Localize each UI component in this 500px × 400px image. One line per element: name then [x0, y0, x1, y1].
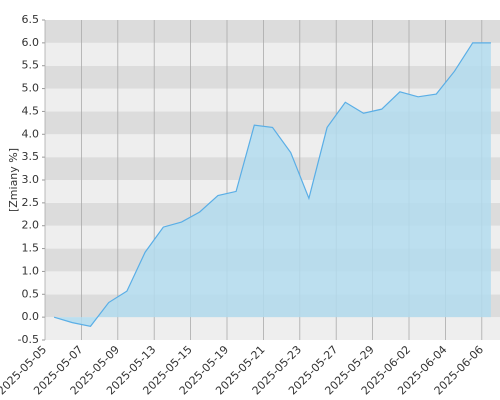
y-tick-label: 1.5 [22, 242, 40, 255]
y-tick-label: 2.5 [22, 196, 40, 209]
grid-band [45, 317, 500, 340]
y-axis-label: [Zmiany %] [7, 148, 20, 212]
y-tick-label: 0.5 [22, 287, 40, 300]
y-tick-label: 1.0 [22, 264, 40, 277]
y-tick-label: 6.0 [22, 36, 40, 49]
line [53, 42, 491, 327]
y-tick-label: 4.0 [22, 127, 40, 140]
y-tick-label: -0.5 [18, 333, 39, 346]
y-tick-label: 3.0 [22, 173, 40, 186]
area [54, 42, 491, 327]
y-tick-label: 5.0 [22, 82, 40, 95]
grid-band [45, 42, 500, 66]
y-tick-label: 0.0 [22, 310, 40, 323]
grid-band [45, 20, 500, 43]
y-tick-label: 5.5 [22, 59, 40, 72]
grid-band [45, 65, 500, 89]
y-tick-label: 4.5 [22, 104, 40, 117]
y-tick-label: 2.0 [22, 219, 40, 232]
y-tick-label: 3.5 [22, 150, 40, 163]
y-tick-label: 6.5 [22, 13, 40, 26]
